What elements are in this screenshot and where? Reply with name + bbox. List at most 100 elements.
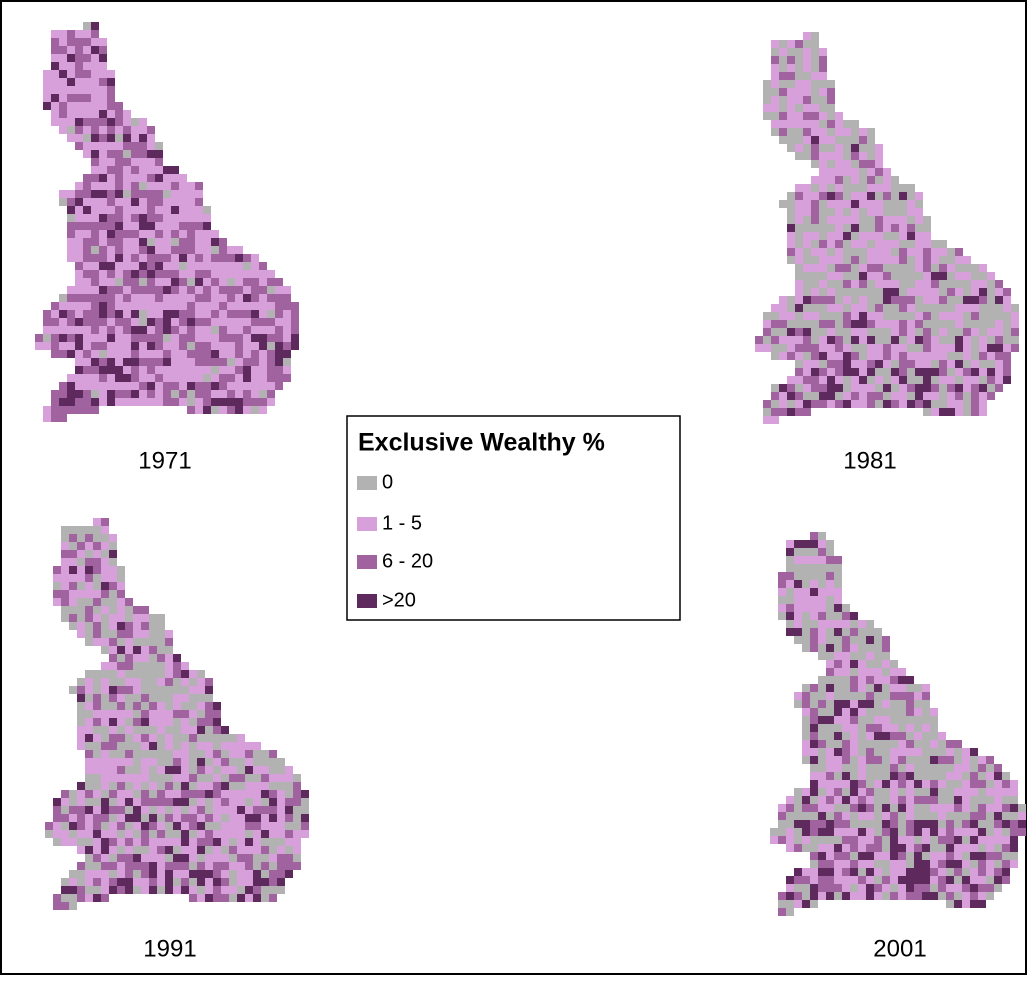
- map-cell: [955, 392, 963, 400]
- map-cell: [101, 886, 109, 894]
- map-cell: [197, 702, 205, 710]
- map-cell: [83, 350, 91, 358]
- map-cell: [842, 868, 850, 876]
- map-cell: [779, 336, 787, 344]
- map-cell: [237, 734, 245, 742]
- map-cell: [986, 828, 994, 836]
- map-cell: [987, 392, 995, 400]
- map-cell: [277, 830, 285, 838]
- map-cell: [109, 846, 117, 854]
- map-cell: [85, 886, 93, 894]
- map-cell: [890, 756, 898, 764]
- map-cell: [123, 166, 131, 174]
- map-cell: [101, 694, 109, 702]
- map-cell: [69, 606, 77, 614]
- map-cell: [163, 390, 171, 398]
- map-cell: [842, 732, 850, 740]
- map: [755, 32, 1019, 424]
- map-cell: [91, 366, 99, 374]
- map-cell: [197, 734, 205, 742]
- map-cell: [189, 782, 197, 790]
- map-cell: [227, 398, 235, 406]
- map-cell: [890, 796, 898, 804]
- map-cell: [850, 676, 858, 684]
- map-cell: [139, 246, 147, 254]
- map-cell: [818, 796, 826, 804]
- map-cell: [851, 192, 859, 200]
- map-cell: [221, 854, 229, 862]
- map-cell: [882, 740, 890, 748]
- map-cell: [971, 272, 979, 280]
- map-cell: [795, 280, 803, 288]
- map-cell: [923, 400, 931, 408]
- map-cell: [133, 798, 141, 806]
- map-cell: [91, 150, 99, 158]
- map-cell: [59, 390, 67, 398]
- map-cell: [907, 392, 915, 400]
- map-cell: [811, 352, 819, 360]
- map-cell: [107, 158, 115, 166]
- map-cell: [899, 256, 907, 264]
- map-cell: [53, 814, 61, 822]
- map-cell: [802, 580, 810, 588]
- map-cell: [779, 40, 787, 48]
- map-cell: [205, 694, 213, 702]
- map-cell: [851, 400, 859, 408]
- map-cell: [157, 710, 165, 718]
- map-cell: [109, 566, 117, 574]
- map-cell: [67, 78, 75, 86]
- map-cell: [99, 326, 107, 334]
- map-cell: [891, 296, 899, 304]
- map-cell: [875, 392, 883, 400]
- map-cell: [819, 192, 827, 200]
- map-cell: [810, 772, 818, 780]
- map-cell: [914, 852, 922, 860]
- map-cell: [778, 596, 786, 604]
- map-cell: [67, 310, 75, 318]
- map-cell: [978, 756, 986, 764]
- map-cell: [994, 764, 1002, 772]
- map-cell: [109, 782, 117, 790]
- map-cell: [835, 392, 843, 400]
- map-cell: [163, 374, 171, 382]
- map-cell: [91, 158, 99, 166]
- map-cell: [147, 198, 155, 206]
- map-cell: [187, 246, 195, 254]
- map-cell: [922, 700, 930, 708]
- map-cell: [83, 94, 91, 102]
- map-cell: [818, 652, 826, 660]
- map-cell: [819, 328, 827, 336]
- map-cell: [818, 732, 826, 740]
- map-cell: [890, 852, 898, 860]
- map-cell: [891, 176, 899, 184]
- map-cell: [827, 88, 835, 96]
- map-cell: [970, 788, 978, 796]
- map-cell: [802, 892, 810, 900]
- map-cell: [899, 288, 907, 296]
- map-cell: [971, 264, 979, 272]
- map-cell: [259, 318, 267, 326]
- map-cell: [898, 668, 906, 676]
- map-cell: [147, 398, 155, 406]
- map-cell: [123, 318, 131, 326]
- map-cell: [787, 328, 795, 336]
- map-cell: [802, 548, 810, 556]
- map-cell: [843, 312, 851, 320]
- map-cell: [786, 588, 794, 596]
- map-cell: [851, 240, 859, 248]
- map-cell: [946, 884, 954, 892]
- map-cell: [61, 838, 69, 846]
- map-cell: [818, 780, 826, 788]
- map-cell: [141, 886, 149, 894]
- map-cell: [85, 878, 93, 886]
- map-cell: [101, 646, 109, 654]
- map-cell: [165, 750, 173, 758]
- map-cell: [85, 862, 93, 870]
- map-cell: [811, 400, 819, 408]
- map-cell: [179, 390, 187, 398]
- map-cell: [91, 86, 99, 94]
- map-cell: [834, 620, 842, 628]
- map-cell: [891, 216, 899, 224]
- map-cell: [874, 852, 882, 860]
